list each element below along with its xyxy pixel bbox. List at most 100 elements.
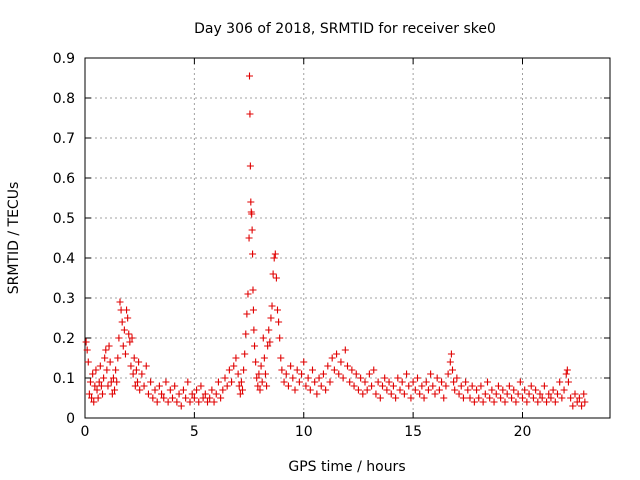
data-point (560, 386, 568, 394)
data-point (407, 394, 415, 402)
data-point (134, 378, 141, 386)
data-point (379, 382, 386, 390)
data-point (235, 382, 243, 390)
data-point (268, 302, 276, 310)
data-point (249, 250, 257, 258)
data-point (113, 378, 121, 386)
data-point (319, 370, 327, 378)
data-point (370, 366, 378, 374)
data-point (424, 386, 432, 394)
y-tick-label: 0 (66, 411, 75, 427)
data-point (206, 394, 214, 402)
data-point (166, 386, 174, 394)
data-point (429, 382, 437, 390)
data-point (540, 382, 548, 390)
data-point (581, 398, 589, 406)
y-tick-labels: 0 0.1 0.2 0.3 0.4 0.5 0.6 0.7 0.8 0.9 (53, 51, 75, 427)
y-tick-label: 0.5 (53, 211, 75, 227)
data-point (234, 370, 242, 378)
data-point (494, 382, 502, 390)
data-point (363, 386, 371, 394)
data-point (89, 370, 97, 378)
data-point (333, 350, 341, 358)
data-point (457, 382, 465, 390)
data-point (104, 382, 112, 390)
data-point (497, 394, 505, 402)
x-tick-label: 5 (190, 424, 199, 440)
plot-frame (84, 57, 611, 419)
data-point (551, 398, 559, 406)
data-point (569, 402, 577, 410)
data-point (315, 374, 323, 382)
data-point (123, 306, 131, 314)
data-point (84, 358, 92, 366)
data-point (249, 306, 257, 314)
data-point (387, 390, 395, 398)
data-point (302, 382, 310, 390)
data-point (169, 394, 176, 402)
data-point (374, 378, 382, 386)
data-point (111, 386, 119, 394)
data-point (403, 370, 411, 378)
data-point (199, 394, 207, 402)
data-point (155, 382, 163, 390)
data-point (142, 362, 150, 370)
data-point (269, 270, 277, 278)
data-point (287, 362, 295, 370)
data-point (86, 378, 94, 386)
data-point (120, 326, 128, 334)
data-point (396, 386, 404, 394)
data-point (264, 342, 272, 350)
data-point (214, 378, 222, 386)
data-point (514, 390, 522, 398)
data-point (416, 390, 424, 398)
data-point (545, 390, 553, 398)
data-point (284, 382, 292, 390)
data-point (451, 386, 459, 394)
data-point (261, 370, 269, 378)
x-axis-label: GPS time / hours (288, 459, 405, 475)
data-point (115, 334, 123, 342)
data-point (91, 382, 99, 390)
data-point (228, 378, 236, 386)
data-point (271, 250, 279, 258)
data-point (85, 390, 93, 398)
data-point (328, 354, 336, 362)
data-point (547, 394, 555, 402)
data-point (112, 366, 120, 374)
x-tick-labels: 0 5 10 15 20 (81, 424, 532, 440)
data-point (136, 386, 144, 394)
data-point (501, 398, 509, 406)
data-point (124, 314, 132, 322)
data-point (578, 402, 586, 410)
data-point (239, 386, 246, 394)
data-point (259, 334, 267, 342)
data-point (527, 382, 535, 390)
grid (85, 58, 610, 418)
data-point (272, 274, 280, 282)
y-tick-label: 0.3 (53, 291, 75, 307)
data-point (195, 398, 203, 406)
data-point (449, 366, 456, 374)
data-point (204, 398, 211, 406)
y-tick-label: 0.7 (53, 131, 75, 147)
data-point (322, 386, 330, 394)
y-tick-label: 0.8 (53, 91, 75, 107)
data-point (83, 346, 91, 354)
data-point (96, 362, 104, 370)
data-point (433, 374, 441, 382)
data-point (444, 370, 452, 378)
data-point (103, 366, 111, 374)
data-point (188, 390, 196, 398)
data-point (88, 394, 96, 402)
data-point (127, 362, 135, 370)
data-point (162, 378, 170, 386)
data-point (453, 374, 461, 382)
data-point (508, 394, 516, 402)
data-point (275, 318, 283, 326)
data-point (431, 390, 439, 398)
data-point (575, 394, 583, 402)
data-point (435, 386, 443, 394)
data-point (171, 382, 179, 390)
data-point (92, 366, 100, 374)
